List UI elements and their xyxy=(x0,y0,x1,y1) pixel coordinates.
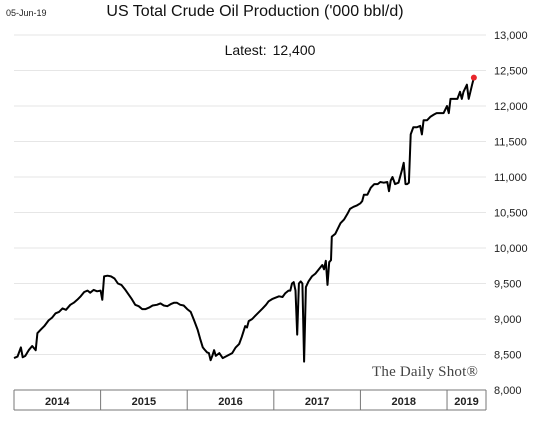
y-tick-label: 10,500 xyxy=(494,208,528,220)
x-tick-label: 2016 xyxy=(218,396,242,408)
x-tick-label: 2017 xyxy=(305,396,329,408)
y-tick-label: 8,000 xyxy=(494,385,522,397)
y-tick-label: 11,000 xyxy=(494,172,527,184)
date-stamp: 05-Jun-19 xyxy=(6,8,47,18)
y-tick-label: 9,500 xyxy=(494,279,522,291)
y-tick-label: 13,000 xyxy=(494,30,528,42)
x-tick-label: 2019 xyxy=(454,396,478,408)
y-tick-label: 9,000 xyxy=(494,314,522,326)
x-tick-label: 2015 xyxy=(132,396,156,408)
chart-title: US Total Crude Oil Production ('000 bbl/… xyxy=(106,3,404,20)
latest-value-marker xyxy=(470,74,477,81)
y-tick-label: 11,500 xyxy=(494,137,527,149)
y-tick-label: 10,000 xyxy=(494,243,528,255)
x-tick-label: 2014 xyxy=(45,396,70,408)
y-tick-label: 12,500 xyxy=(494,66,528,78)
y-tick-label: 12,000 xyxy=(494,101,528,113)
y-tick-label: 8,500 xyxy=(494,350,522,362)
latest-value: 12,400 xyxy=(272,42,316,58)
latest-annotation: Latest: 12,400 xyxy=(160,42,380,58)
latest-label: Latest: xyxy=(224,42,267,58)
x-tick-label: 2018 xyxy=(391,396,415,408)
watermark-logo: The Daily Shot® xyxy=(372,364,479,380)
production-series-line xyxy=(13,77,475,363)
